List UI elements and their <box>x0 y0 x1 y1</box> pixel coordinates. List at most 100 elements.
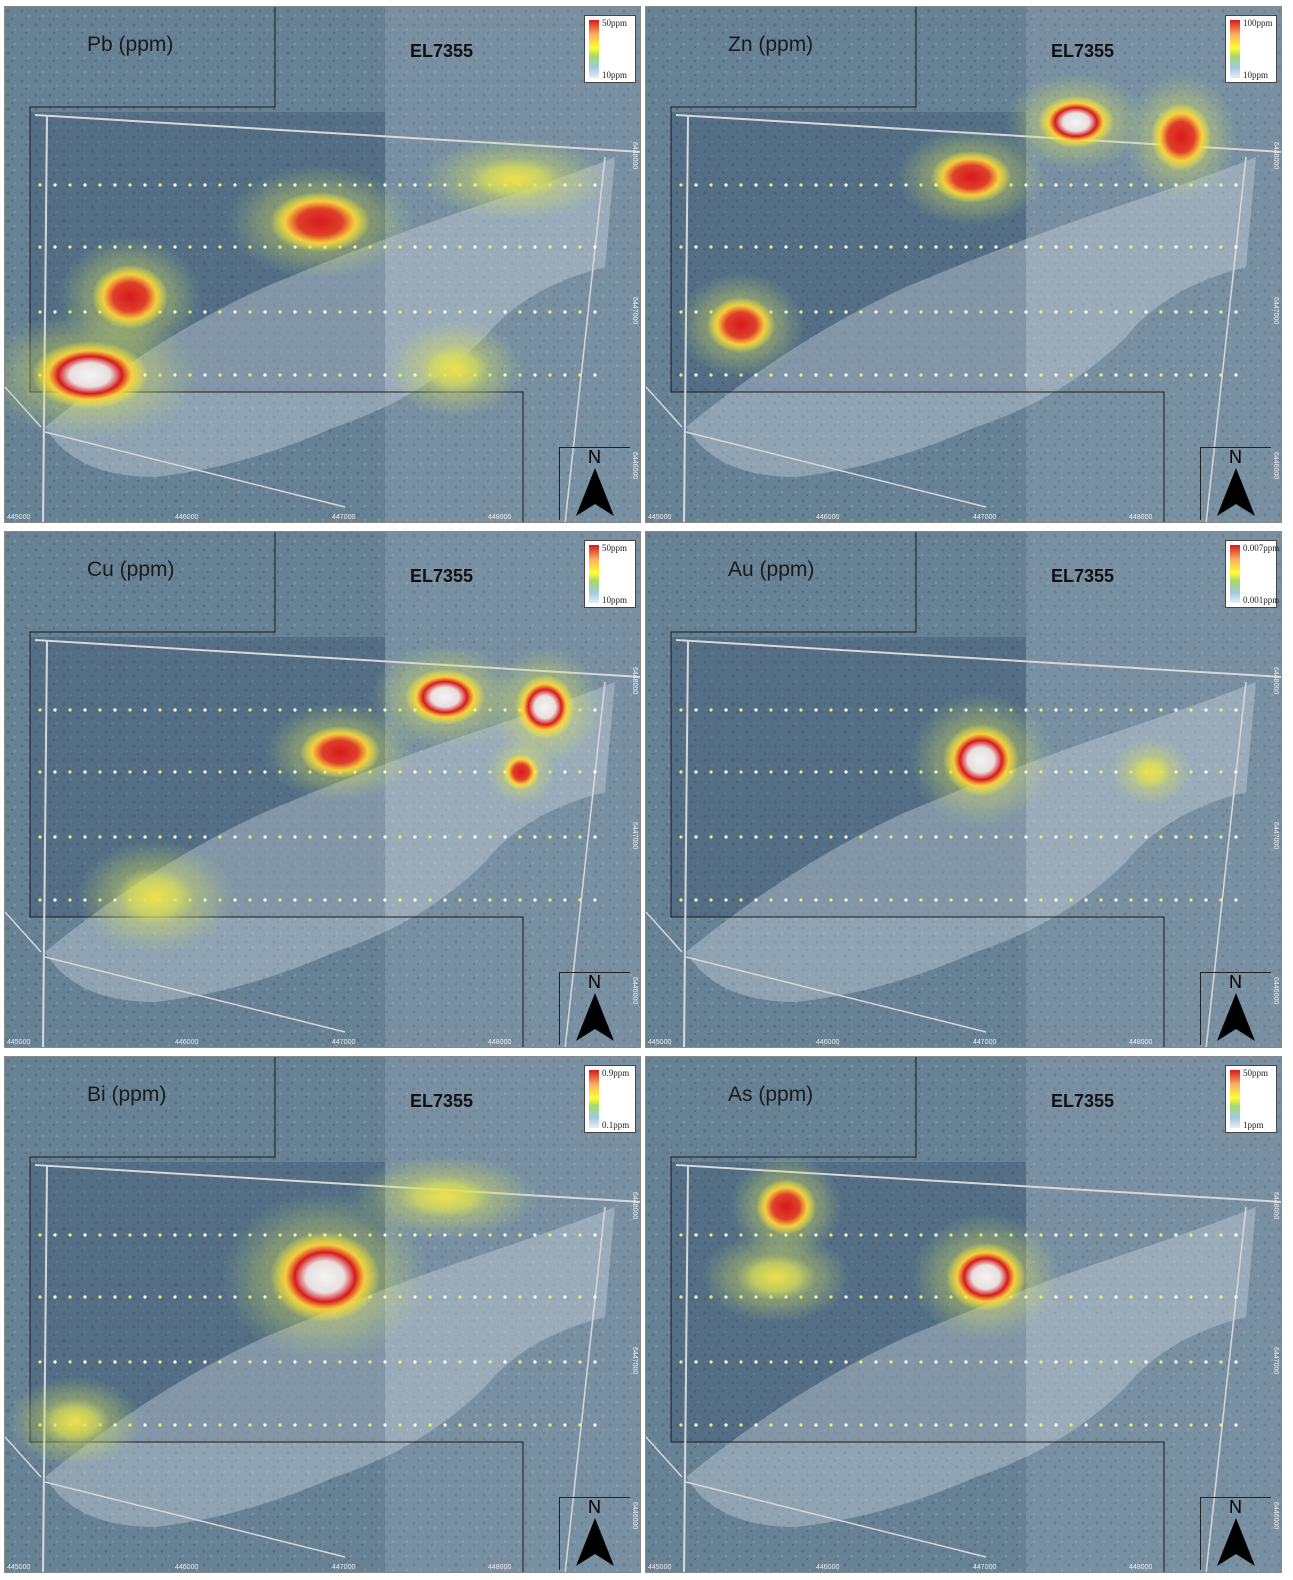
sample-point <box>844 898 848 902</box>
sample-point <box>143 708 147 712</box>
sample-point <box>98 183 102 187</box>
north-label: N <box>1229 1497 1242 1517</box>
sample-point <box>173 1360 177 1364</box>
sample-point <box>563 770 567 774</box>
sample-point <box>1039 1423 1043 1427</box>
sample-point <box>548 1360 552 1364</box>
sample-point <box>799 245 803 249</box>
sample-point <box>1144 310 1148 314</box>
sample-point <box>578 898 582 902</box>
x-tick-445000: 445000 <box>7 514 31 521</box>
anomaly-north-east <box>1151 103 1211 171</box>
sample-point <box>1084 1423 1088 1427</box>
sample-point <box>919 373 923 377</box>
y-tick-6447000: 6447000 <box>1272 297 1279 325</box>
y-tick-6448000: 6448000 <box>1272 1192 1279 1220</box>
sample-point <box>1144 898 1148 902</box>
sample-point <box>248 1360 252 1364</box>
sample-point <box>533 1423 537 1427</box>
sample-point <box>874 708 878 712</box>
sample-point <box>428 1295 432 1299</box>
sample-point <box>1174 245 1178 249</box>
sample-point <box>338 898 342 902</box>
sample-point <box>488 245 492 249</box>
sample-point <box>488 1423 492 1427</box>
sample-point <box>593 1360 597 1364</box>
sample-point <box>1099 770 1103 774</box>
sample-point <box>488 1360 492 1364</box>
sample-point <box>874 835 878 839</box>
sample-point <box>919 898 923 902</box>
north-label: N <box>1229 447 1242 467</box>
sample-point <box>994 1360 998 1364</box>
sample-point <box>173 245 177 249</box>
sample-point <box>979 373 983 377</box>
sample-point <box>1024 310 1028 314</box>
sample-point <box>308 1423 312 1427</box>
sample-point <box>98 1233 102 1237</box>
x-tick-446000: 446000 <box>175 1039 199 1046</box>
sample-point <box>1144 1423 1148 1427</box>
sample-point <box>1009 1423 1013 1427</box>
sample-point <box>263 770 267 774</box>
sample-point <box>38 835 42 839</box>
sample-point <box>443 770 447 774</box>
y-tick-6446000: 6446000 <box>631 452 638 480</box>
anomaly-south-west-weak <box>113 867 197 927</box>
sample-point <box>278 310 282 314</box>
sample-point <box>874 1423 878 1427</box>
sample-point <box>1009 310 1013 314</box>
sample-point <box>889 183 893 187</box>
sample-point <box>1054 1360 1058 1364</box>
sample-point <box>859 770 863 774</box>
sample-point <box>203 835 207 839</box>
sample-point <box>68 770 72 774</box>
sample-point <box>859 898 863 902</box>
sample-point <box>904 1360 908 1364</box>
sample-point <box>413 310 417 314</box>
x-tick-446000: 446000 <box>175 1564 199 1571</box>
sample-point <box>293 373 297 377</box>
sample-point <box>248 310 252 314</box>
sample-point <box>1234 1233 1238 1237</box>
sample-point <box>83 770 87 774</box>
sample-point <box>503 1360 507 1364</box>
sample-point <box>203 183 207 187</box>
sample-point <box>503 835 507 839</box>
sample-point <box>709 183 713 187</box>
sample-point <box>859 1295 863 1299</box>
sample-point <box>784 898 788 902</box>
sample-point <box>563 898 567 902</box>
sample-point <box>709 245 713 249</box>
sample-point <box>1024 245 1028 249</box>
sample-point <box>694 1295 698 1299</box>
sample-point <box>1054 310 1058 314</box>
sample-point <box>548 245 552 249</box>
sample-point <box>548 1295 552 1299</box>
sample-point <box>1024 898 1028 902</box>
sample-point <box>829 183 833 187</box>
sample-point <box>518 1360 522 1364</box>
sample-point <box>53 770 57 774</box>
sample-point <box>1069 1423 1073 1427</box>
sample-point <box>964 310 968 314</box>
sample-point <box>593 1423 597 1427</box>
sample-point <box>1099 1295 1103 1299</box>
sample-point <box>1204 373 1208 377</box>
north-arrow-icon <box>576 1518 614 1566</box>
sample-point <box>143 183 147 187</box>
legend-max-label: 50ppm <box>602 543 628 553</box>
sample-point <box>754 1423 758 1427</box>
sample-point <box>1099 373 1103 377</box>
sample-point <box>428 898 432 902</box>
sample-point <box>724 1423 728 1427</box>
sample-point <box>443 898 447 902</box>
sample-point <box>874 1295 878 1299</box>
sample-point <box>1009 1360 1013 1364</box>
sample-point <box>293 1360 297 1364</box>
sample-point <box>1099 898 1103 902</box>
sample-point <box>383 1360 387 1364</box>
sample-point <box>293 898 297 902</box>
sample-point <box>188 708 192 712</box>
sample-point <box>113 183 117 187</box>
